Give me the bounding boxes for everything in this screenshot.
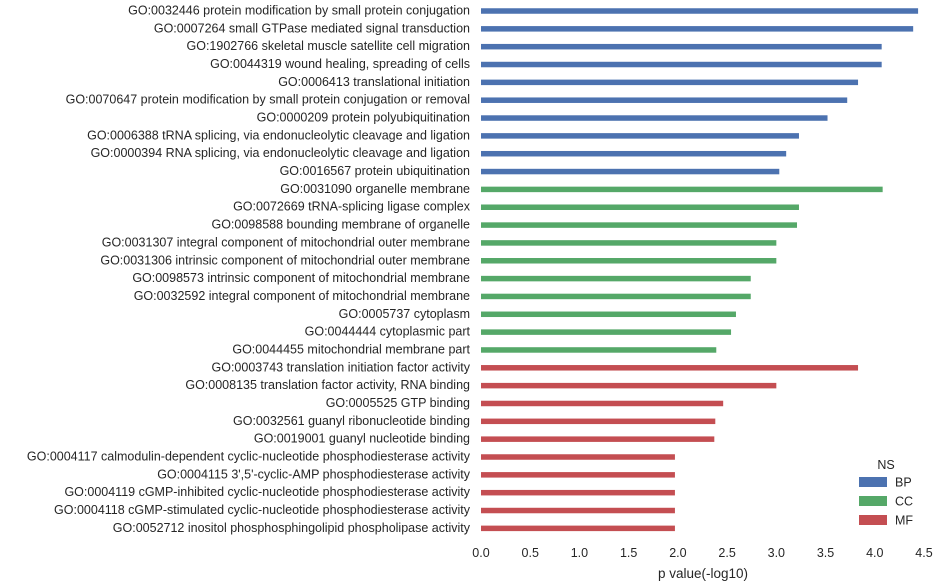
- bar-mf-20: [481, 365, 859, 371]
- bar-bp-0: [481, 8, 919, 14]
- bars-group: [481, 8, 919, 532]
- bar-cc-14: [481, 258, 777, 264]
- category-label: GO:0070647 protein modification by small…: [66, 93, 470, 107]
- category-label: GO:0007264 small GTPase mediated signal …: [154, 21, 470, 35]
- x-tick-label: 1.5: [620, 546, 637, 560]
- bar-bp-3: [481, 61, 882, 68]
- category-label: GO:0004119 cGMP-inhibited cyclic-nucleot…: [64, 485, 470, 499]
- category-label: GO:0072669 tRNA-splicing ligase complex: [233, 200, 471, 214]
- bar-bp-2: [481, 43, 882, 50]
- bar-bp-4: [481, 79, 859, 86]
- bar-bp-6: [481, 115, 828, 121]
- category-label: GO:0031307 integral component of mitocho…: [102, 235, 470, 249]
- category-label: GO:1902766 skeletal muscle satellite cel…: [187, 39, 471, 53]
- bar-bp-5: [481, 97, 848, 103]
- x-axis-ticks-group: 0.0 0.5 1.0 1.5 2.0 2.5 3.0 3.5 4.0 4.5: [472, 546, 932, 560]
- bar-mf-24: [481, 436, 715, 442]
- bar-cc-18: [481, 329, 732, 335]
- category-label: GO:0000209 protein polyubiquitination: [257, 111, 470, 125]
- bar-cc-19: [481, 347, 717, 353]
- category-label: GO:0019001 guanyl nucleotide binding: [254, 432, 470, 446]
- category-label: GO:0006388 tRNA splicing, via endonucleo…: [87, 128, 470, 142]
- category-label: GO:0005737 cytoplasm: [339, 307, 470, 321]
- bar-cc-16: [481, 293, 751, 300]
- bar-mf-22: [481, 400, 724, 407]
- category-label: GO:0003743 translation initiation factor…: [212, 360, 471, 374]
- category-label: GO:0004118 cGMP-stimulated cyclic-nucleo…: [54, 503, 471, 517]
- x-tick-label: 1.0: [571, 546, 588, 560]
- bar-mf-21: [481, 382, 777, 389]
- bar-cc-15: [481, 275, 751, 282]
- category-label: GO:0000394 RNA splicing, via endonucleol…: [91, 146, 470, 160]
- x-tick-label: 3.0: [768, 546, 785, 560]
- legend-title: NS: [877, 458, 894, 472]
- legend-label-cc: CC: [895, 495, 913, 509]
- category-label: GO:0044455 mitochondrial membrane part: [232, 342, 470, 356]
- bar-cc-17: [481, 311, 736, 318]
- bar-mf-23: [481, 418, 716, 425]
- x-tick-label: 4.5: [915, 546, 932, 560]
- category-label: GO:0052712 inositol phosphosphingolipid …: [113, 521, 471, 535]
- category-label: GO:0016567 protein ubiquitination: [280, 164, 470, 178]
- category-label: GO:0044444 cytoplasmic part: [305, 325, 471, 339]
- bar-mf-27: [481, 489, 675, 496]
- bar-mf-26: [481, 472, 675, 478]
- category-label: GO:0098573 intrinsic component of mitoch…: [132, 271, 470, 285]
- x-tick-label: 0.5: [522, 546, 539, 560]
- bar-bp-8: [481, 150, 787, 157]
- category-label: GO:0004115 3',5'-cyclic-AMP phosphodiest…: [157, 467, 471, 481]
- category-label: GO:0031090 organelle membrane: [280, 182, 470, 196]
- bar-bp-1: [481, 26, 914, 32]
- x-tick-label: 4.0: [866, 546, 883, 560]
- category-label: GO:0044319 wound healing, spreading of c…: [210, 57, 470, 71]
- bar-mf-29: [481, 525, 675, 532]
- bar-mf-25: [481, 454, 675, 460]
- category-labels-group: GO:0032446 protein modification by small…: [27, 4, 471, 535]
- category-label: GO:0005525 GTP binding: [326, 396, 470, 410]
- category-label: GO:0032446 protein modification by small…: [128, 4, 470, 18]
- bar-mf-28: [481, 507, 675, 514]
- bar-bp-7: [481, 133, 799, 139]
- category-label: GO:0098588 bounding membrane of organell…: [211, 218, 470, 232]
- legend-label-mf: MF: [895, 514, 913, 528]
- legend-swatch-bp: [859, 477, 887, 487]
- x-tick-label: 0.0: [472, 546, 489, 560]
- x-axis-title: p value(-log10): [658, 566, 748, 581]
- category-label: GO:0032561 guanyl ribonucleotide binding: [233, 414, 470, 428]
- bar-cc-11: [481, 204, 799, 210]
- legend: NS BP CC MF: [859, 458, 913, 528]
- bar-bp-9: [481, 168, 780, 175]
- category-label: GO:0008135 translation factor activity, …: [185, 378, 470, 392]
- x-tick-label: 2.5: [718, 546, 735, 560]
- bar-cc-13: [481, 240, 777, 246]
- legend-label-bp: BP: [895, 476, 912, 490]
- category-label: GO:0031306 intrinsic component of mitoch…: [100, 253, 470, 267]
- category-label: GO:0006413 translational initiation: [278, 75, 470, 89]
- legend-swatch-mf: [859, 515, 887, 525]
- category-label: GO:0004117 calmodulin-dependent cyclic-n…: [27, 450, 471, 464]
- x-tick-label: 3.5: [817, 546, 834, 560]
- x-tick-label: 2.0: [669, 546, 686, 560]
- legend-swatch-cc: [859, 496, 887, 506]
- bar-cc-10: [481, 186, 883, 193]
- category-label: GO:0032592 integral component of mitocho…: [134, 289, 470, 303]
- bar-cc-12: [481, 222, 798, 228]
